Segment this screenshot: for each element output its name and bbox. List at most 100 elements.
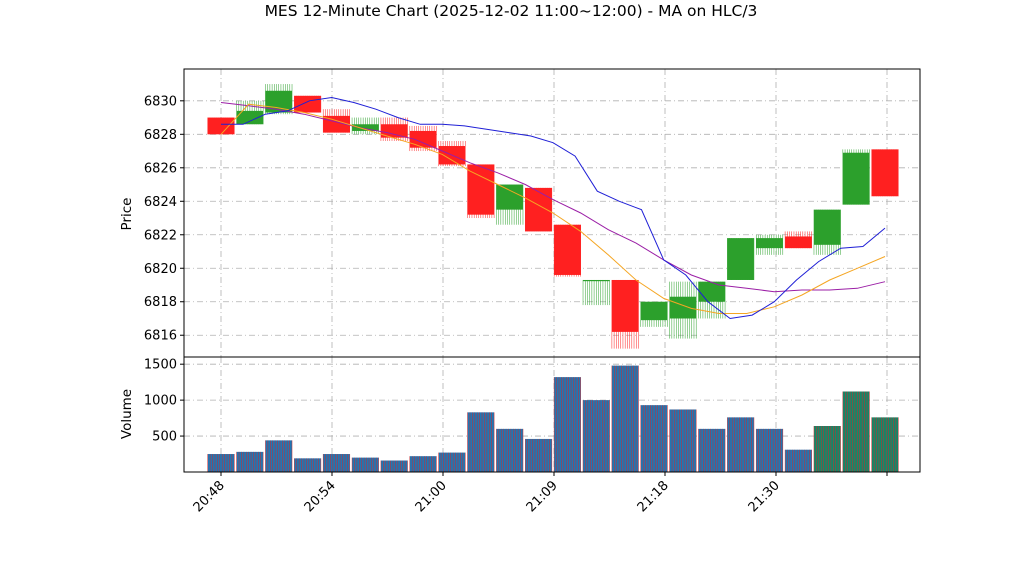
price-tick-label: 6820 (144, 262, 177, 277)
candle-body (871, 149, 899, 197)
down-candle (553, 224, 581, 277)
price-tick-label: 6828 (144, 128, 177, 143)
volume-bar (467, 412, 495, 472)
volume-tick-label: 1500 (144, 358, 177, 373)
up-candle (669, 281, 697, 339)
down-candle (207, 117, 235, 135)
ma-mid-line (220, 103, 886, 314)
volume-bar (524, 438, 553, 472)
volume-bar (294, 458, 322, 472)
price-panel: 6816 6818 6820 6822 6824 6826 6828 6830 Price (119, 68, 921, 358)
down-candle (525, 187, 553, 232)
volume-bar-fill (611, 365, 639, 472)
volume-bar (611, 365, 639, 472)
volume-bar (265, 440, 293, 472)
price-axis-ticks: 6816 6818 6820 6822 6824 6826 6828 6830 (144, 94, 184, 344)
ma-long-line (220, 102, 886, 293)
price-tick-label: 6830 (144, 94, 177, 109)
volume-bars (207, 365, 899, 472)
candle-body (583, 279, 610, 282)
up-candle (813, 209, 841, 255)
price-candles (207, 84, 899, 349)
volume-panel-frame (183, 356, 921, 473)
volume-bar (871, 417, 899, 472)
chart-title: MES 12-Minute Chart (2025-12-02 11:00~12… (265, 2, 758, 20)
down-candle (294, 95, 322, 113)
price-tick-label: 6824 (144, 195, 177, 210)
volume-bar (842, 391, 870, 472)
price-tick-label: 6826 (144, 161, 177, 176)
volume-axis-ticks: 500 1000 1500 (144, 358, 184, 445)
candle-body (756, 238, 783, 249)
candle-body (785, 236, 812, 249)
price-tick-label: 6822 (144, 228, 177, 243)
down-candle (784, 231, 812, 249)
volume-bar-fill (669, 409, 697, 472)
volume-bar (755, 428, 784, 472)
volume-bar-fill (207, 454, 235, 472)
volume-bar-fill (323, 454, 350, 472)
volume-bar-fill (842, 391, 870, 472)
volume-bar-fill (496, 428, 523, 472)
price-axis-label: Price (119, 198, 135, 231)
candle-body (554, 224, 581, 275)
candle-body (380, 124, 408, 138)
up-candle (698, 281, 726, 319)
volume-axis-label: Volume (119, 389, 135, 439)
volume-bar-fill (727, 417, 754, 472)
volume-bar-fill (438, 452, 466, 472)
volume-bar-fill (756, 428, 783, 472)
up-candle (640, 301, 668, 327)
candle-body (409, 130, 437, 148)
candle-body (352, 124, 379, 131)
candle-body (813, 209, 841, 245)
candle-body (669, 296, 697, 319)
candle-body (236, 110, 264, 125)
volume-bar (351, 457, 379, 472)
volume-bar-fill (467, 412, 495, 472)
price-grid (184, 69, 920, 357)
volume-bar-fill (698, 428, 726, 472)
volume-tick-label: 500 (152, 430, 177, 445)
up-candle (582, 279, 610, 306)
volume-bar (698, 428, 726, 472)
candle-body (496, 184, 523, 210)
volume-tick-label: 1000 (144, 394, 177, 409)
candle-body (698, 281, 726, 302)
volume-bar (438, 452, 466, 472)
volume-bar (727, 417, 755, 472)
volume-bar (813, 426, 841, 472)
volume-bar-fill (294, 458, 321, 472)
volume-bar (640, 405, 668, 472)
up-candle (842, 149, 870, 205)
volume-bar-fill (583, 400, 610, 472)
volume-bar (496, 428, 524, 472)
candle-body (294, 95, 321, 113)
volume-bar (669, 409, 697, 472)
volume-bar-fill (236, 451, 264, 472)
volume-bar (784, 449, 812, 472)
up-candle (755, 234, 784, 255)
volume-bar-fill (785, 449, 812, 472)
up-candle (496, 184, 524, 225)
volume-bar (322, 454, 351, 472)
volume-bar-fill (640, 405, 668, 472)
volume-bar (236, 451, 264, 472)
volume-bar-fill (813, 426, 841, 472)
candle-body (467, 164, 495, 215)
candle-body (611, 279, 639, 332)
price-tick-label: 6818 (144, 295, 177, 310)
price-tick-label: 6816 (144, 329, 177, 344)
volume-bar-fill (265, 440, 293, 472)
ma-short-line (221, 96, 886, 320)
up-candle (727, 238, 755, 280)
candle-body (207, 117, 235, 135)
volume-bar-fill (380, 460, 408, 472)
volume-panel: 500 1000 1500 Volume (119, 356, 921, 473)
down-candle (467, 164, 495, 219)
volume-bar-fill (871, 417, 899, 472)
volume-bar-fill (352, 457, 379, 472)
